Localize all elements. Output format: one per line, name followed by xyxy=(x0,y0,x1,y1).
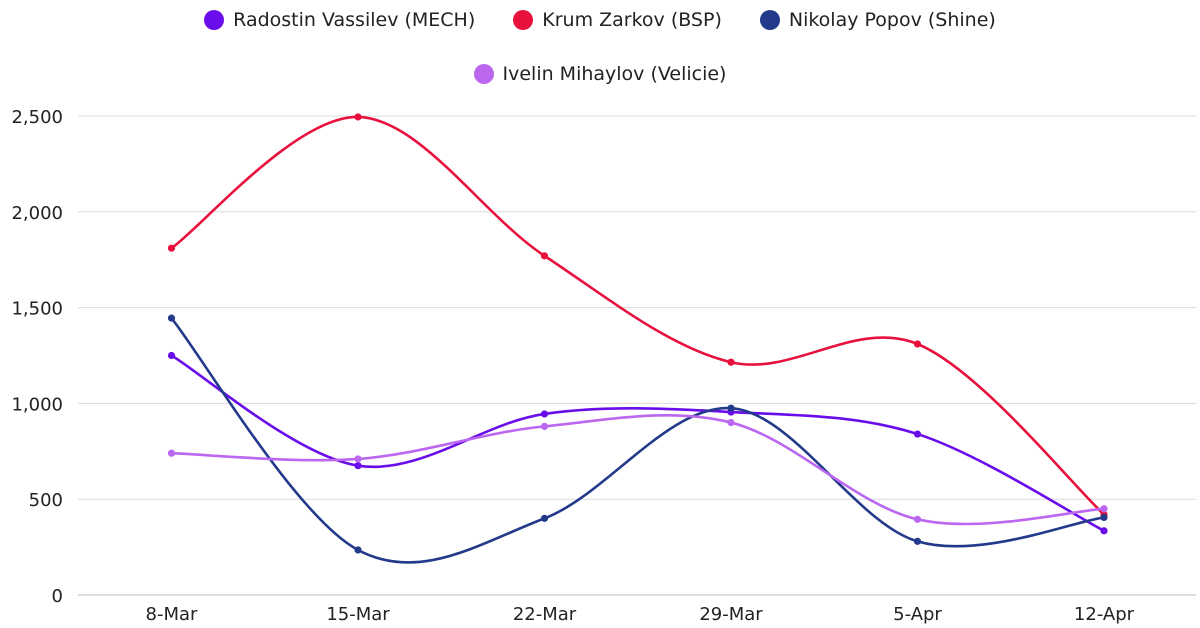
data-point-s1-4[interactable] xyxy=(913,340,922,348)
series-lines xyxy=(170,115,1106,564)
data-point-s3-2[interactable] xyxy=(540,422,549,430)
legend-row-1: Radostin Vassilev (MECH) Krum Zarkov (BS… xyxy=(0,9,1200,31)
legend-swatch-icon xyxy=(204,10,225,30)
data-point-s2-1[interactable] xyxy=(354,546,362,554)
data-point-s2-4[interactable] xyxy=(913,537,922,545)
data-point-s2-5[interactable] xyxy=(1100,513,1108,522)
y-tick-label: 2,500 xyxy=(11,107,63,128)
data-point-s1-1[interactable] xyxy=(354,113,362,121)
legend-item-radostin-vassilev[interactable]: Radostin Vassilev (MECH) xyxy=(204,9,475,31)
x-tick-label: 22-Mar xyxy=(513,604,577,625)
legend-item-krum-zarkov[interactable]: Krum Zarkov (BSP) xyxy=(513,9,722,31)
legend-label: Radostin Vassilev (MECH) xyxy=(233,9,476,31)
legend-swatch-icon xyxy=(473,64,494,84)
chart-legend: Radostin Vassilev (MECH) Krum Zarkov (BS… xyxy=(0,0,1200,110)
x-tick-label: 15-Mar xyxy=(326,604,390,625)
legend-swatch-icon xyxy=(759,10,780,30)
data-point-s2-3[interactable] xyxy=(727,404,735,412)
y-tick-label: 2,000 xyxy=(11,203,63,224)
legend-label: Ivelin Mihaylov (Velicie) xyxy=(502,63,727,85)
data-point-s3-0[interactable] xyxy=(167,449,176,457)
data-point-s3-4[interactable] xyxy=(913,515,922,523)
data-point-s2-2[interactable] xyxy=(540,514,549,522)
series-line-1[interactable] xyxy=(170,115,1106,516)
data-point-s0-4[interactable] xyxy=(913,430,922,438)
data-point-s3-5[interactable] xyxy=(1100,505,1108,513)
data-point-s0-5[interactable] xyxy=(1100,527,1108,535)
x-tick-label: 8-Mar xyxy=(146,604,199,625)
legend-item-ivelin-mihaylov[interactable]: Ivelin Mihaylov (Velicie) xyxy=(473,63,727,85)
legend-item-nikolay-popov[interactable]: Nikolay Popov (Shine) xyxy=(759,9,996,31)
series-line-3[interactable] xyxy=(170,414,1106,526)
data-point-s0-0[interactable] xyxy=(167,351,176,360)
data-point-s1-3[interactable] xyxy=(727,358,735,366)
x-axis-tick-labels: 8-Mar 15-Mar 22-Mar 29-Mar 5-Apr 12-Apr xyxy=(146,604,1135,625)
y-tick-label: 500 xyxy=(29,490,63,511)
grid-lines xyxy=(78,115,1196,596)
data-point-s0-2[interactable] xyxy=(540,410,549,418)
data-point-s2-0[interactable] xyxy=(167,314,176,322)
data-point-s1-2[interactable] xyxy=(540,252,549,260)
data-point-s1-0[interactable] xyxy=(167,244,176,252)
data-points xyxy=(167,113,1108,554)
y-tick-label: 0 xyxy=(52,586,63,607)
y-tick-label: 1,500 xyxy=(11,299,63,320)
legend-swatch-icon xyxy=(513,10,534,30)
legend-label: Krum Zarkov (BSP) xyxy=(542,9,722,31)
data-point-s0-1[interactable] xyxy=(354,462,362,470)
x-tick-label: 12-Apr xyxy=(1074,604,1135,625)
x-tick-label: 5-Apr xyxy=(893,604,942,625)
legend-label: Nikolay Popov (Shine) xyxy=(788,9,996,31)
y-axis-tick-labels: 0 500 1,000 1,500 2,000 2,500 xyxy=(11,107,63,607)
y-tick-label: 1,000 xyxy=(11,394,63,415)
data-point-s3-1[interactable] xyxy=(354,455,362,463)
data-point-s3-3[interactable] xyxy=(727,418,735,427)
legend-row-2: Ivelin Mihaylov (Velicie) xyxy=(0,63,1200,85)
series-line-0[interactable] xyxy=(170,354,1106,533)
x-tick-label: 29-Mar xyxy=(699,604,763,625)
series-line-2[interactable] xyxy=(170,316,1106,564)
